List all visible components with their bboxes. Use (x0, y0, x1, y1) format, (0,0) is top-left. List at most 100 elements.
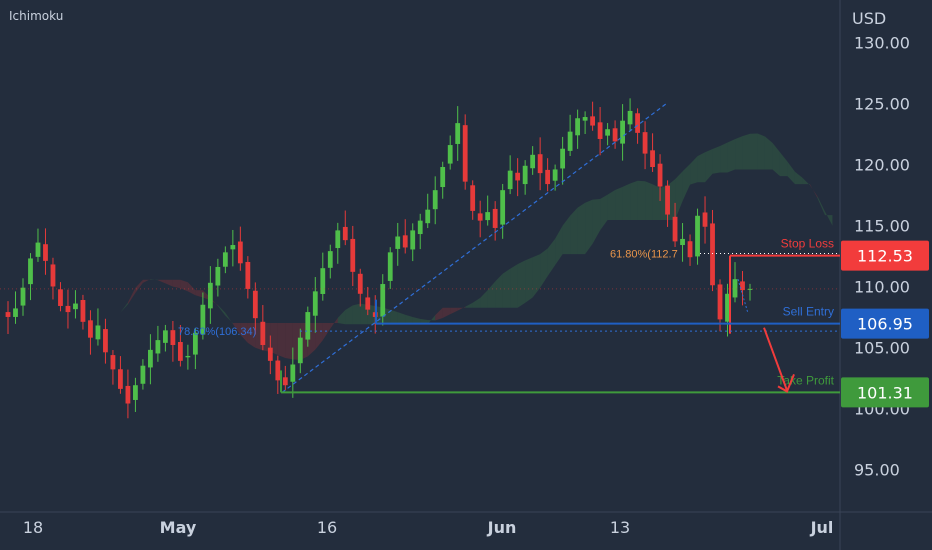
candle-body (73, 303, 78, 310)
candle-body (650, 150, 655, 168)
cloud-segment (682, 164, 691, 202)
candle-body (267, 347, 273, 361)
candle-body (582, 117, 588, 121)
candle-body (103, 329, 108, 353)
currency-label: USD (852, 9, 886, 28)
cloud-segment (532, 254, 541, 298)
cloud-segment (472, 297, 481, 308)
candle-body (222, 252, 228, 267)
cloud-segment (690, 156, 698, 185)
candle-body (357, 273, 363, 294)
cloud-segment (120, 302, 128, 313)
candle-body (485, 212, 491, 221)
candle-body (552, 169, 558, 181)
time-axis[interactable]: 18 May 16 Jun 13 Jul (23, 518, 834, 537)
cloud-segment (495, 273, 503, 308)
candle-body (597, 122, 603, 139)
cloud-segment (187, 282, 196, 296)
candle-body (43, 244, 48, 261)
candlesticks (5, 98, 753, 419)
candle-body (687, 241, 693, 258)
cloud-segment (645, 181, 653, 221)
cloud-segment (757, 133, 765, 170)
cloud-segment (180, 279, 188, 292)
candle-body (470, 185, 476, 211)
cloud-segment (585, 199, 593, 255)
candle-body (245, 261, 251, 289)
candle-body (118, 369, 123, 389)
candle-body (590, 116, 596, 126)
candle-body (642, 132, 648, 154)
cloud-segment (705, 149, 713, 183)
candle-body (695, 215, 700, 257)
cloud-segment (555, 225, 563, 266)
cloud-segment (337, 310, 346, 325)
indicator-legend[interactable]: Ichimoku (9, 9, 64, 23)
cloud-segment (824, 211, 833, 226)
cloud-segment (397, 312, 406, 325)
cloud-segment (330, 317, 338, 329)
cloud-segment (570, 207, 578, 255)
cloud-segment (487, 281, 496, 308)
candle-body (215, 266, 221, 286)
y-tick-label: 115.00 (854, 217, 910, 236)
cloud-segment (502, 268, 511, 308)
cloud-segment (322, 323, 331, 341)
price-tag-label: 112.53 (857, 247, 913, 266)
candle-body (133, 385, 138, 400)
candle-body (567, 131, 573, 151)
candle-body (28, 258, 33, 285)
path-projection (737, 279, 749, 314)
candle-body (350, 238, 356, 272)
candle-body (515, 172, 521, 181)
candle-body (230, 245, 236, 250)
candle-body (387, 252, 393, 281)
cloud-segment (225, 312, 233, 324)
candle-body (177, 342, 183, 361)
candle-body (13, 308, 18, 317)
cloud-segment (427, 315, 436, 325)
price-axis[interactable]: USD 130.00 125.00 120.00 115.00 110.00 105.00 1… (841, 9, 929, 479)
cloud-segment (779, 152, 788, 177)
cloud-segment (622, 183, 631, 221)
candle-body (710, 223, 715, 286)
x-tick-label: 13 (610, 518, 630, 537)
candle-body (530, 154, 536, 169)
cloud-segment (547, 238, 556, 277)
candle-body (395, 236, 401, 249)
cloud-segment (247, 323, 256, 348)
trendline (281, 101, 669, 394)
x-tick-label: 18 (23, 518, 43, 537)
sell-entry-label: Sell Entry (783, 305, 834, 319)
cloud-segment (517, 260, 526, 308)
candle-body (620, 120, 625, 144)
price-tag-sell-entry (841, 308, 929, 339)
candle-body (110, 355, 116, 370)
projection-arrow (763, 327, 788, 391)
cloud-segment (435, 307, 443, 321)
cloud-segment (345, 305, 353, 325)
cloud-segment (315, 323, 323, 350)
candle-body (657, 163, 663, 187)
cloud-segment (240, 323, 248, 343)
cloud-segment (540, 248, 548, 288)
candle-body (35, 242, 41, 257)
candle-body (717, 284, 723, 320)
candle-body (410, 230, 416, 250)
cloud-segment (764, 136, 773, 170)
candle-body (80, 299, 86, 322)
candle-body (342, 226, 348, 241)
candle-body (252, 290, 258, 319)
cloud-segment (712, 146, 721, 174)
candle-body (58, 289, 63, 306)
x-tick-label: Jun (487, 518, 517, 537)
candle-body (297, 337, 303, 364)
candle-body (170, 330, 176, 345)
candle-body (455, 123, 461, 144)
candle-body (417, 220, 423, 235)
x-tick-label: May (160, 518, 197, 537)
cloud-segment (615, 186, 623, 221)
cloud-segment (442, 307, 451, 318)
